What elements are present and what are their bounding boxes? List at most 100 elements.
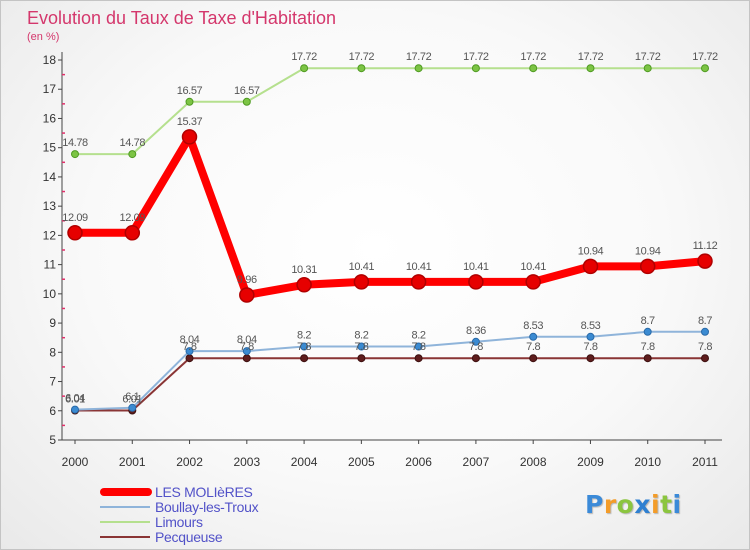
legend-item-pecqueuse: Pecqueuse xyxy=(100,529,223,545)
x-tick-label-2010: 2010 xyxy=(634,455,661,469)
data-label-les-molieres-2002: 15.37 xyxy=(177,116,203,128)
data-label-limours-2008: 17.72 xyxy=(520,51,546,63)
point-pecqueuse-2003 xyxy=(242,354,251,363)
data-label-pecqueuse-2003: 7.8 xyxy=(240,341,254,353)
point-limours-2007 xyxy=(471,64,480,73)
data-label-les-molieres-2000: 12.09 xyxy=(62,212,88,224)
data-labels-layer: 6.01 6.01 7.8 7.8 7.8 7.8 7.8 7.8 7.8 7.8 7.8 7.8 14… xyxy=(62,51,718,405)
point-les-molieres-2011 xyxy=(697,253,713,269)
data-label-boullay-les-troux-2004: 8.2 xyxy=(297,330,311,342)
data-label-boullay-les-troux-2009: 8.53 xyxy=(581,320,601,332)
legend-item-limours: Limours xyxy=(100,514,203,530)
data-label-limours-2006: 17.72 xyxy=(406,51,432,63)
series-pecqueuse xyxy=(71,354,709,415)
point-boullay-les-troux-2003 xyxy=(242,347,251,356)
y-tick-label-9: 9 xyxy=(49,316,56,330)
point-limours-2000 xyxy=(71,150,79,159)
x-tick-label-2000: 2000 xyxy=(62,455,89,469)
data-label-pecqueuse-2005: 7.8 xyxy=(354,341,368,353)
data-label-limours-2007: 17.72 xyxy=(463,51,489,63)
x-tick-label-2004: 2004 xyxy=(291,455,318,469)
point-limours-2008 xyxy=(529,64,538,73)
y-tick-label-6: 6 xyxy=(49,404,56,418)
x-tick-label-2007: 2007 xyxy=(463,455,490,469)
point-les-molieres-2002 xyxy=(181,129,198,145)
data-label-limours-2000: 14.78 xyxy=(62,137,88,149)
data-label-pecqueuse-2008: 7.8 xyxy=(526,341,540,353)
legend-label-boullay-les-troux: Boullay-les-Troux xyxy=(155,499,259,515)
point-les-molieres-2005 xyxy=(353,274,370,290)
line-pecqueuse xyxy=(74,357,706,412)
logo-letter: o xyxy=(616,490,635,519)
legend: LES MOLIèRES Boullay-les-Troux Limours P… xyxy=(100,484,259,545)
data-label-boullay-les-troux-2001: 6.1 xyxy=(125,391,139,403)
data-label-boullay-les-troux-2006: 8.2 xyxy=(412,330,426,342)
x-tick-label-2008: 2008 xyxy=(520,455,547,469)
chart-title: Evolution du Taux de Taxe d'Habitation xyxy=(27,8,336,28)
line-limours xyxy=(74,67,706,156)
y-tick-label-17: 17 xyxy=(43,82,57,96)
data-label-boullay-les-troux-2000: 6.04 xyxy=(65,393,85,405)
point-pecqueuse-2010 xyxy=(643,354,652,363)
legend-item-les-molieres: LES MOLIèRES xyxy=(100,484,253,500)
point-pecqueuse-2002 xyxy=(185,354,194,363)
point-les-molieres-2010 xyxy=(639,258,656,275)
x-tick-label-2003: 2003 xyxy=(233,455,260,469)
data-label-boullay-les-troux-2010: 8.7 xyxy=(641,315,655,327)
point-limours-2004 xyxy=(300,64,309,73)
y-tick-label-11: 11 xyxy=(44,258,57,272)
point-pecqueuse-2008 xyxy=(529,354,538,363)
data-label-limours-2003: 16.57 xyxy=(234,85,260,97)
data-label-pecqueuse-2001: 6.01 xyxy=(122,394,142,406)
x-tick-label-2009: 2009 xyxy=(577,455,604,469)
logo-letter: i xyxy=(672,490,682,519)
data-label-les-molieres-2011: 11.12 xyxy=(693,240,718,252)
point-les-molieres-2004 xyxy=(296,277,312,293)
point-pecqueuse-2007 xyxy=(471,354,480,363)
legend-label-limours: Limours xyxy=(155,514,203,530)
data-label-les-molieres-2007: 10.41 xyxy=(463,261,489,273)
data-label-pecqueuse-2010: 7.8 xyxy=(641,341,655,353)
y-tick-label-8: 8 xyxy=(49,345,56,359)
data-label-boullay-les-troux-2002: 8.04 xyxy=(180,334,200,346)
point-les-molieres-2009 xyxy=(582,258,599,275)
data-label-les-molieres-2004: 10.31 xyxy=(291,264,317,276)
data-label-pecqueuse-2011: 7.8 xyxy=(698,341,712,353)
point-boullay-les-troux-2000 xyxy=(71,405,79,414)
data-label-limours-2002: 16.57 xyxy=(177,85,203,97)
data-label-pecqueuse-2007: 7.8 xyxy=(469,341,483,353)
proxiti-logo: Proxiti xyxy=(585,488,682,522)
point-limours-2006 xyxy=(414,64,423,73)
series-les-molieres xyxy=(67,129,713,303)
y-tick-label-10: 10 xyxy=(43,287,57,301)
logo-letter: x xyxy=(634,490,651,519)
line-les-molieres xyxy=(71,132,709,299)
data-label-les-molieres-2010: 10.94 xyxy=(635,245,661,257)
point-limours-2009 xyxy=(586,64,595,73)
data-label-boullay-les-troux-2011: 8.7 xyxy=(698,315,712,327)
data-label-pecqueuse-2002: 7.8 xyxy=(182,341,196,353)
logo-letter: P xyxy=(585,490,604,519)
point-boullay-les-troux-2011 xyxy=(701,327,709,336)
logo-letter: t xyxy=(660,490,673,519)
point-boullay-les-troux-2005 xyxy=(357,342,366,351)
axes: 5 6 7 8 9 10 11 12 13 14 15 16 17 18 2000 2001 2002 2003 2… xyxy=(43,52,722,469)
data-label-boullay-les-troux-2005: 8.2 xyxy=(354,330,368,342)
point-limours-2005 xyxy=(357,64,366,73)
data-label-pecqueuse-2004: 7.8 xyxy=(297,341,311,353)
y-tick-label-12: 12 xyxy=(43,228,57,242)
point-les-molieres-2001 xyxy=(124,225,141,241)
data-label-limours-2011: 17.72 xyxy=(692,51,718,63)
data-label-boullay-les-troux-2007: 8.36 xyxy=(466,325,486,337)
point-boullay-les-troux-2007 xyxy=(471,337,480,346)
point-boullay-les-troux-2001 xyxy=(128,403,137,412)
point-pecqueuse-2005 xyxy=(357,354,366,363)
data-label-les-molieres-2006: 10.41 xyxy=(406,261,432,273)
data-label-les-molieres-2009: 10.94 xyxy=(578,245,604,257)
point-les-molieres-2008 xyxy=(525,274,541,290)
data-label-les-molieres-2001: 12.09 xyxy=(120,212,146,224)
y-tick-label-5: 5 xyxy=(49,433,56,447)
point-limours-2010 xyxy=(643,64,652,73)
line-boullay-les-troux xyxy=(74,330,706,411)
